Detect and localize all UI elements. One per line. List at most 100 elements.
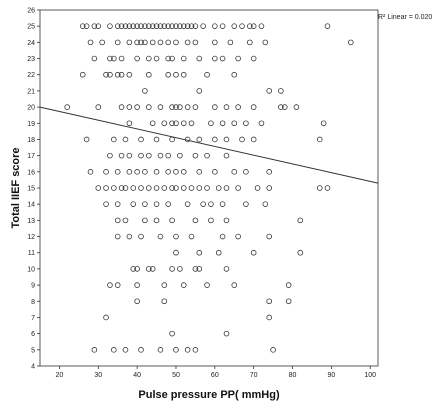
data-point xyxy=(91,55,98,62)
data-point xyxy=(212,104,218,110)
data-point xyxy=(246,23,253,29)
y-tick-label: 15 xyxy=(27,186,35,193)
data-point xyxy=(204,185,210,191)
regression-line xyxy=(39,106,379,184)
data-point xyxy=(219,120,226,127)
data-point xyxy=(173,39,179,46)
data-point xyxy=(208,217,214,224)
x-axis: 20 30 40 50 60 70 80 90 100 xyxy=(56,366,376,379)
data-point xyxy=(149,23,156,29)
data-point xyxy=(114,23,121,29)
data-point xyxy=(184,201,191,207)
data-point xyxy=(231,71,238,78)
data-point xyxy=(138,39,144,46)
data-point xyxy=(239,23,245,29)
data-point xyxy=(95,104,102,110)
data-point xyxy=(180,71,187,78)
data-point xyxy=(153,217,160,224)
data-point xyxy=(130,185,137,191)
x-tick-label: 80 xyxy=(289,372,297,379)
data-point xyxy=(184,347,191,353)
data-point xyxy=(145,23,152,29)
data-point xyxy=(243,169,249,175)
data-point xyxy=(320,120,327,127)
data-point xyxy=(177,104,183,110)
data-point xyxy=(270,347,276,353)
data-point xyxy=(219,55,226,62)
data-point xyxy=(169,185,175,191)
data-point xyxy=(192,39,199,46)
data-point xyxy=(258,23,265,29)
data-point xyxy=(196,136,203,143)
data-point xyxy=(134,104,140,110)
data-point xyxy=(278,104,284,110)
data-point xyxy=(262,201,269,207)
x-tick-label: 50 xyxy=(172,372,180,379)
y-tick-label: 24 xyxy=(27,40,35,47)
x-tick-label: 20 xyxy=(56,372,64,379)
data-point xyxy=(138,23,144,29)
y-tick-label: 16 xyxy=(27,169,35,176)
data-point xyxy=(157,104,164,110)
data-point xyxy=(111,55,117,62)
data-point xyxy=(111,185,117,191)
data-point xyxy=(99,39,105,46)
data-point xyxy=(157,39,164,46)
data-point xyxy=(188,185,195,191)
data-point xyxy=(134,266,140,272)
data-point xyxy=(180,23,187,29)
data-point xyxy=(297,217,304,224)
data-point xyxy=(204,282,210,288)
data-point xyxy=(161,298,168,305)
data-point xyxy=(177,23,183,29)
data-point xyxy=(285,298,292,305)
data-point xyxy=(114,39,121,46)
data-point xyxy=(87,169,94,175)
data-point xyxy=(169,104,175,110)
data-point xyxy=(118,71,125,78)
data-point xyxy=(262,39,269,46)
data-point xyxy=(118,152,125,159)
data-point xyxy=(204,71,210,78)
data-point xyxy=(107,282,113,288)
data-point xyxy=(200,201,206,207)
data-point xyxy=(107,152,113,159)
data-point xyxy=(138,152,144,159)
data-point xyxy=(316,185,323,191)
data-point xyxy=(114,71,121,78)
data-point xyxy=(153,136,160,143)
data-point xyxy=(324,185,331,191)
data-point xyxy=(173,185,179,191)
data-point xyxy=(235,185,241,191)
x-tick-label: 60 xyxy=(211,372,219,379)
data-point xyxy=(169,23,175,29)
data-point xyxy=(142,23,148,29)
data-point xyxy=(250,104,257,110)
y-tick-label: 19 xyxy=(27,121,35,128)
data-point xyxy=(192,217,199,224)
data-point xyxy=(114,217,121,224)
data-point xyxy=(223,185,230,191)
data-point xyxy=(278,88,284,94)
data-point xyxy=(161,23,168,29)
y-tick-label: 9 xyxy=(31,283,35,290)
y-tick-label: 4 xyxy=(31,364,35,371)
data-point xyxy=(126,71,133,78)
y-tick-label: 7 xyxy=(31,315,35,322)
data-point xyxy=(134,55,140,62)
data-point xyxy=(138,185,144,191)
data-point xyxy=(223,152,230,159)
data-point xyxy=(219,201,226,207)
data-point xyxy=(196,266,203,272)
data-point xyxy=(169,330,175,337)
data-point xyxy=(145,185,152,191)
data-point xyxy=(103,185,109,191)
data-point xyxy=(161,282,168,288)
data-point xyxy=(126,233,133,240)
data-point xyxy=(149,266,156,272)
data-point xyxy=(235,104,241,110)
data-point xyxy=(153,169,160,175)
data-point xyxy=(266,298,273,305)
x-tick-label: 90 xyxy=(327,372,335,379)
data-point xyxy=(180,120,187,127)
